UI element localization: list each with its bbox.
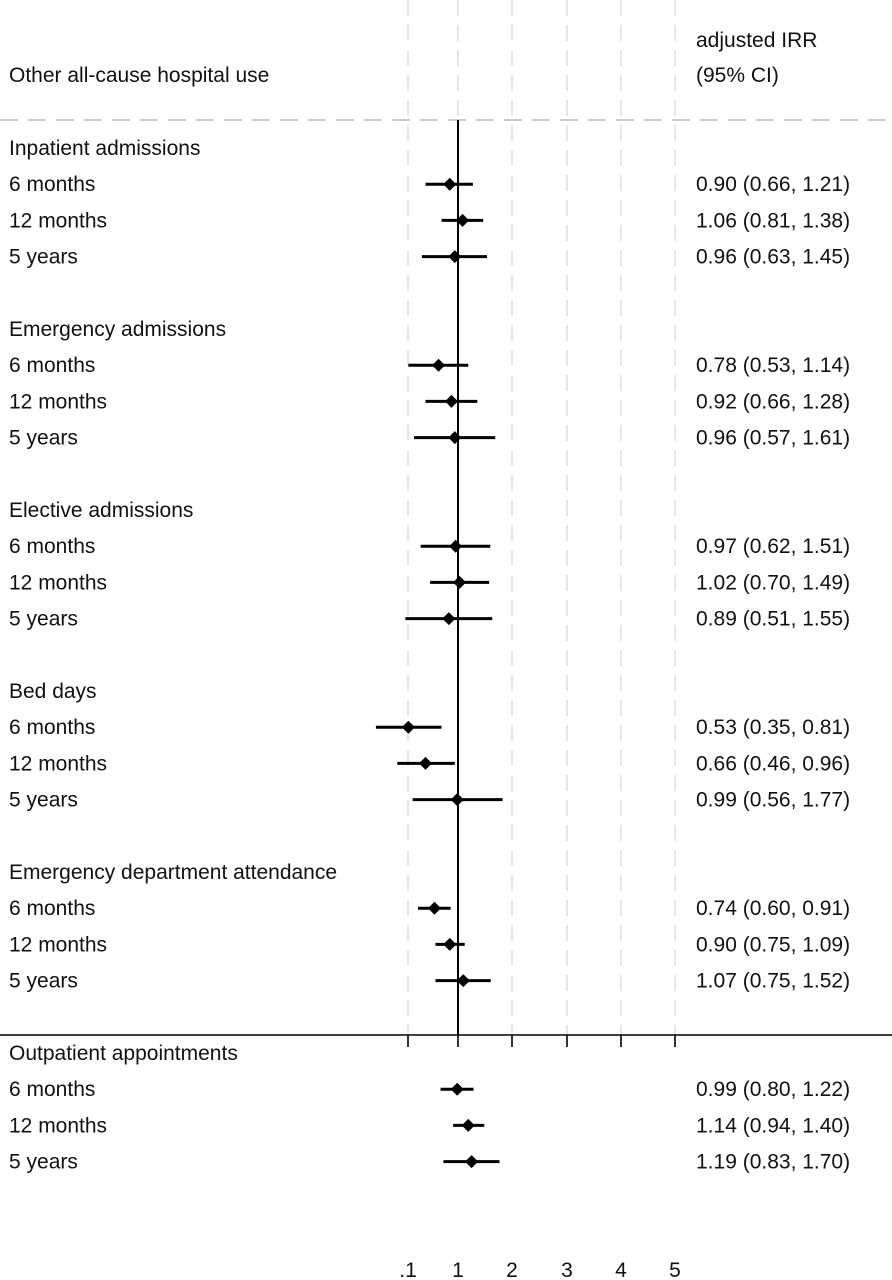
row-value: 0.92 (0.66, 1.28) — [696, 390, 850, 413]
row-value: 0.99 (0.56, 1.77) — [696, 789, 850, 812]
x-axis-ticks: .1 1 2 3 4 5 — [399, 1035, 681, 1280]
row-label: 6 months — [9, 354, 95, 377]
right-column-title-line1: adjusted IRR — [696, 29, 817, 52]
group-label: Emergency department attendance — [9, 861, 337, 884]
x-tick-label: 5 — [669, 1259, 681, 1280]
row-value: 0.66 (0.46, 0.96) — [696, 752, 850, 775]
row-value: 0.97 (0.62, 1.51) — [696, 535, 850, 558]
x-tick-label: 2 — [506, 1259, 518, 1280]
row-label: 6 months — [9, 535, 95, 558]
row-value: 1.19 (0.83, 1.70) — [696, 1151, 850, 1174]
estimate-marker — [465, 1155, 479, 1169]
x-tick-label: .1 — [399, 1259, 417, 1280]
row-value: 1.07 (0.75, 1.52) — [696, 970, 850, 993]
row-value: 0.99 (0.80, 1.22) — [696, 1078, 850, 1101]
row-label: 12 months — [9, 933, 107, 956]
estimate-marker — [456, 974, 470, 988]
estimate-marker — [448, 250, 462, 264]
row-label: 12 months — [9, 752, 107, 775]
estimate-marker — [453, 575, 467, 589]
row-label: 5 years — [9, 427, 78, 450]
right-column-title-line2: (95% CI) — [696, 64, 779, 87]
estimate-marker — [432, 358, 446, 372]
row-value: 0.96 (0.63, 1.45) — [696, 246, 850, 269]
forest-rows: Inpatient admissions 6 months 0.90 (0.66, … — [9, 137, 850, 1174]
estimate-marker — [443, 937, 457, 951]
row-label: 12 months — [9, 1114, 107, 1137]
estimate-marker — [442, 612, 456, 626]
row-value: 0.53 (0.35, 0.81) — [696, 716, 850, 739]
row-value: 0.78 (0.53, 1.14) — [696, 354, 850, 377]
x-tick-label: 4 — [615, 1259, 627, 1280]
estimate-marker — [427, 901, 441, 915]
left-column-title: Other all-cause hospital use — [9, 64, 269, 87]
estimate-marker — [450, 793, 464, 807]
row-label: 5 years — [9, 789, 78, 812]
estimate-marker — [401, 720, 415, 734]
row-label: 12 months — [9, 209, 107, 232]
row-value: 1.02 (0.70, 1.49) — [696, 571, 850, 594]
estimate-marker — [449, 539, 463, 553]
row-label: 12 months — [9, 390, 107, 413]
estimate-marker — [444, 394, 458, 408]
x-tick-label: 1 — [452, 1259, 464, 1280]
row-label: 5 years — [9, 246, 78, 269]
row-value: 0.89 (0.51, 1.55) — [696, 608, 850, 631]
row-value: 0.74 (0.60, 0.91) — [696, 897, 850, 920]
row-value: 0.90 (0.66, 1.21) — [696, 173, 850, 196]
x-tick-label: 3 — [561, 1259, 573, 1280]
row-label: 6 months — [9, 1078, 95, 1101]
row-value: 0.90 (0.75, 1.09) — [696, 933, 850, 956]
group-label: Inpatient admissions — [9, 137, 200, 160]
row-label: 6 months — [9, 716, 95, 739]
row-value: 1.06 (0.81, 1.38) — [696, 209, 850, 232]
group-label: Elective admissions — [9, 499, 193, 522]
row-value: 0.96 (0.57, 1.61) — [696, 427, 850, 450]
row-value: 1.14 (0.94, 1.40) — [696, 1114, 850, 1137]
estimate-marker — [419, 756, 433, 770]
grid-lines — [407, 0, 676, 1035]
group-label: Emergency admissions — [9, 318, 226, 341]
estimate-marker — [448, 431, 462, 445]
estimate-marker — [450, 1082, 464, 1096]
row-label: 5 years — [9, 608, 78, 631]
group-label: Bed days — [9, 680, 97, 703]
estimate-marker — [456, 213, 470, 227]
group-label: Outpatient appointments — [9, 1042, 238, 1065]
row-label: 6 months — [9, 173, 95, 196]
estimate-marker — [443, 177, 457, 191]
row-label: 12 months — [9, 571, 107, 594]
row-label: 5 years — [9, 970, 78, 993]
estimate-marker — [461, 1118, 475, 1132]
row-label: 5 years — [9, 1151, 78, 1174]
row-label: 6 months — [9, 897, 95, 920]
